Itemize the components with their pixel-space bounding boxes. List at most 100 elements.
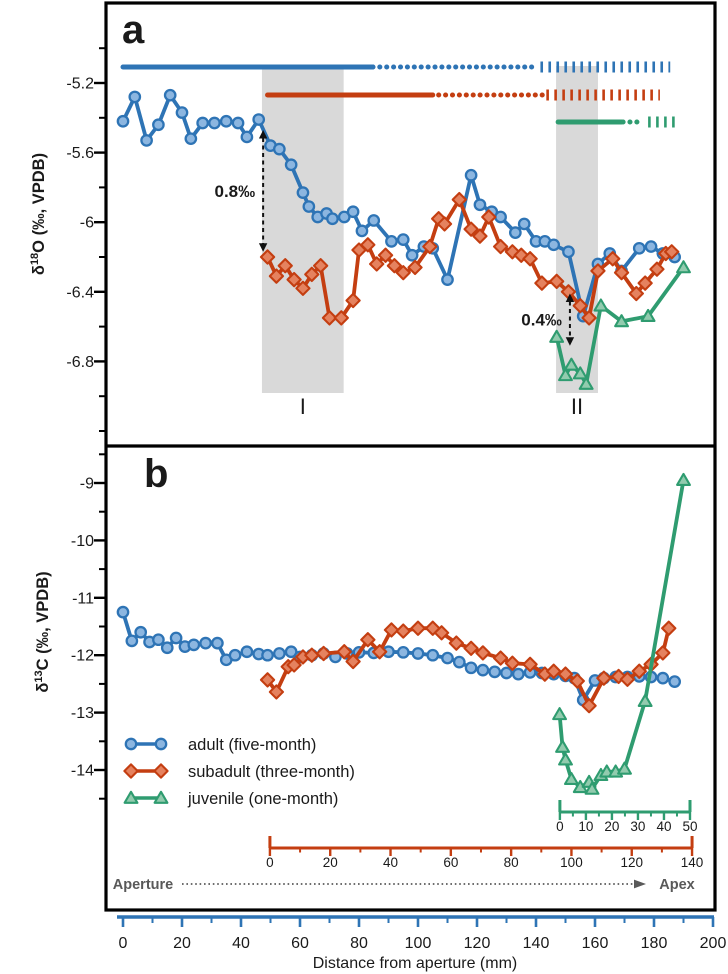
adult-marker — [367, 214, 381, 227]
y-axis-panel-b: -9 -10 -11 -12 -13 -14 — [71, 453, 106, 800]
subadult-marker — [336, 644, 352, 660]
subadult-marker — [295, 280, 311, 296]
juvenile-marker — [549, 329, 565, 343]
y-tick-label: -6.4 — [66, 284, 94, 301]
adult-marker — [494, 210, 507, 224]
juvenile-marker — [558, 368, 573, 382]
juvenile-marker — [617, 761, 632, 775]
offset-annotation-1: 0.8‰ — [214, 129, 268, 252]
x-tick-label: 80 — [350, 935, 368, 952]
legend-marker — [123, 763, 139, 779]
subadult-marker — [369, 256, 385, 272]
adult-marker — [508, 226, 522, 239]
adult-marker — [116, 114, 130, 128]
subadult-marker — [581, 310, 597, 326]
y-tick-label: -5.2 — [66, 76, 94, 93]
legend-marker — [153, 790, 169, 804]
subadult-marker — [395, 623, 411, 639]
x-tick-label: 180 — [641, 935, 668, 952]
adult-marker — [219, 114, 233, 128]
secondary-tick-label: 50 — [682, 819, 697, 834]
subadult-marker — [661, 620, 677, 636]
subadult-marker — [422, 238, 438, 255]
subadult-marker — [472, 228, 488, 244]
subadult-series-panel-b — [259, 620, 677, 714]
subadult-marker — [581, 698, 597, 714]
adult-marker — [396, 233, 410, 246]
band-numeral-II: II — [571, 394, 583, 419]
adult-marker — [187, 638, 201, 652]
subadult-marker — [631, 663, 647, 679]
subadult-marker — [345, 653, 361, 670]
juvenile-marker — [558, 752, 573, 766]
adult-marker — [452, 655, 466, 669]
adult-marker — [656, 671, 670, 685]
subadult-marker — [513, 247, 529, 263]
subadult-marker — [613, 265, 630, 281]
y-tick-label: -6 — [80, 215, 94, 232]
adult-marker — [476, 663, 490, 677]
offset-annotation-2: 0.4‰ — [521, 293, 575, 346]
adult-marker — [116, 605, 130, 619]
growth-break-band-II — [556, 66, 598, 393]
adult-marker — [140, 134, 153, 147]
adult-marker — [326, 212, 339, 226]
adult-marker — [272, 647, 286, 660]
arrowhead-down-icon — [565, 337, 575, 346]
adult-marker — [284, 158, 298, 172]
x-tick-label: 20 — [173, 935, 191, 952]
adult-marker — [396, 645, 410, 659]
subadult-marker — [492, 650, 509, 666]
x-tick-label: 120 — [464, 935, 491, 952]
subadult-marker — [463, 221, 479, 237]
subadult-marker — [333, 310, 349, 326]
subadult-marker — [475, 645, 491, 661]
subadult-marker — [504, 655, 521, 671]
juvenile-marker — [593, 298, 609, 312]
subadult-marker — [655, 645, 671, 661]
adult-marker — [199, 636, 212, 650]
subadult-marker — [304, 266, 320, 283]
offset-value-label: 0.4‰ — [521, 311, 562, 330]
subadult-marker — [546, 663, 562, 679]
juvenile-marker — [563, 357, 579, 371]
adult-marker — [240, 645, 254, 659]
adult-marker — [473, 198, 487, 212]
legend-marker — [154, 737, 168, 751]
legend-marker — [124, 737, 138, 751]
adult-marker — [668, 675, 682, 688]
adult-marker — [160, 641, 174, 655]
subadult-series-panel-a — [259, 191, 680, 326]
subadult-marker — [286, 657, 302, 673]
adult-marker — [562, 245, 575, 259]
adult-marker — [125, 634, 139, 648]
subadult-marker — [386, 258, 403, 274]
subadult-marker — [628, 285, 644, 302]
secondary-tick-label: 80 — [504, 855, 519, 870]
subadult-marker — [268, 684, 285, 700]
apex-label: Apex — [659, 877, 694, 893]
juvenile-marker — [614, 314, 629, 328]
y-tick-label: -10 — [71, 533, 94, 550]
adult-marker — [302, 200, 316, 213]
adult-marker — [632, 241, 646, 255]
secondary-tick-label: 30 — [630, 819, 645, 834]
juvenile-marker — [676, 472, 691, 486]
adult-marker — [252, 113, 266, 126]
subadult-marker — [557, 666, 574, 682]
juvenile-distance-axis: 0 10 20 30 40 50 — [556, 800, 698, 834]
delta-symbol: δ — [34, 683, 52, 693]
subadult-distance-axis: 0 20 40 60 80 100 120 140 — [266, 836, 703, 870]
subadult-marker — [637, 275, 653, 291]
subadult-marker — [569, 673, 585, 689]
secondary-tick-label: 10 — [578, 819, 593, 834]
adult-marker — [355, 224, 369, 238]
isotope-superscript: 18 — [29, 253, 41, 265]
adult-marker — [405, 248, 419, 262]
adult-marker — [488, 665, 502, 679]
subadult-marker — [372, 644, 388, 660]
subadult-marker — [277, 258, 293, 274]
subadult-marker — [596, 670, 612, 686]
adult-marker — [517, 217, 531, 231]
subadult-marker — [345, 292, 361, 309]
